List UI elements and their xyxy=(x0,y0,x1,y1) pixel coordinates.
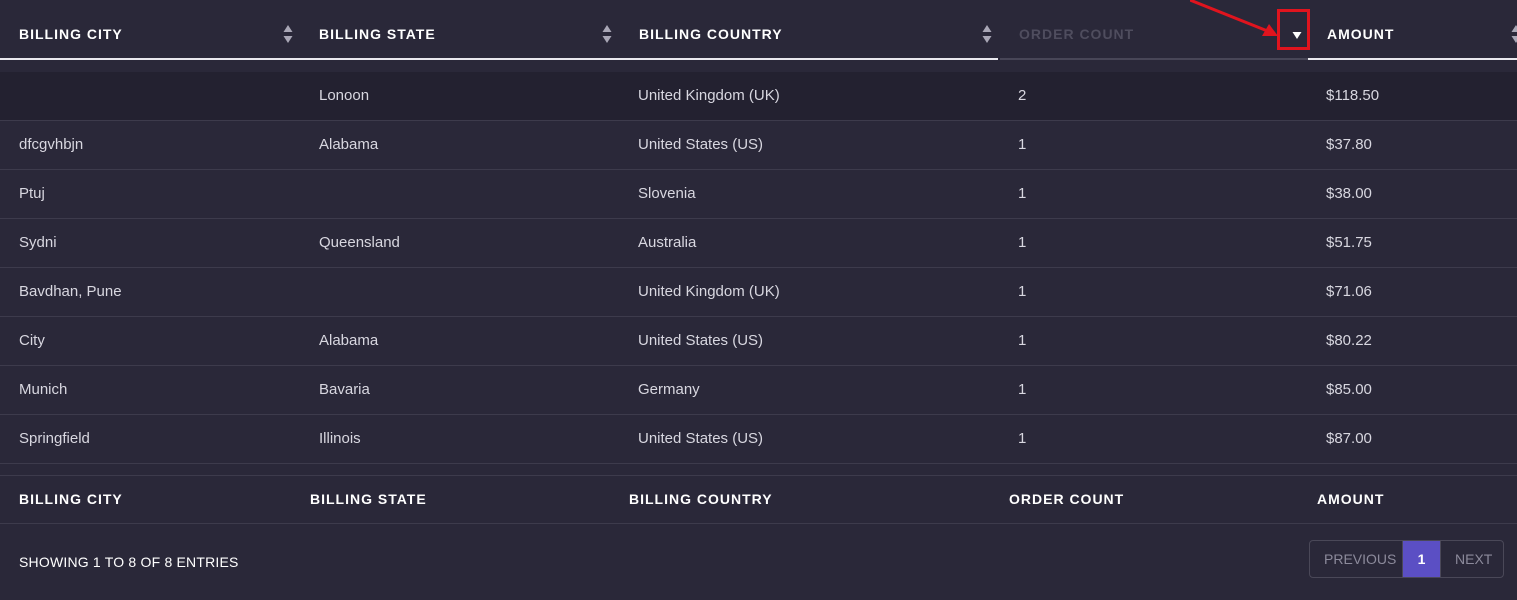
column-header-billing-state[interactable]: BILLING STATE xyxy=(300,0,620,60)
cell-amount: $38.00 xyxy=(1326,185,1372,202)
cell-order-count: 1 xyxy=(1018,136,1027,153)
cell-billing-city: Munich xyxy=(19,381,68,398)
footer-order-count: ORDER COUNT xyxy=(1009,491,1125,507)
table-row[interactable]: Munich Bavaria Germany 1 $85.00 xyxy=(0,366,1517,415)
footer-billing-city: BILLING CITY xyxy=(19,491,123,507)
cell-amount: $80.22 xyxy=(1326,332,1372,349)
table-row[interactable]: Sydni Queensland Australia 1 $51.75 xyxy=(0,219,1517,268)
header-divider xyxy=(1000,58,1308,60)
cell-billing-city: Springfield xyxy=(19,430,90,447)
sort-icon[interactable] xyxy=(602,24,612,44)
cell-billing-city: City xyxy=(19,332,45,349)
header-divider xyxy=(0,58,998,60)
cell-amount: $71.06 xyxy=(1326,283,1372,300)
table-row[interactable]: City Alabama United States (US) 1 $80.22 xyxy=(0,317,1517,366)
cell-billing-state: Alabama xyxy=(319,136,379,153)
cell-order-count: 1 xyxy=(1018,185,1027,202)
cell-billing-city: Sydni xyxy=(19,234,57,251)
column-header-billing-city[interactable]: BILLING CITY xyxy=(0,0,300,60)
cell-amount: $51.75 xyxy=(1326,234,1372,251)
next-page-button[interactable]: NEXT xyxy=(1440,541,1503,577)
annotation-highlight-box xyxy=(1277,9,1310,50)
table-footer: BILLING CITY BILLING STATE BILLING COUNT… xyxy=(0,475,1517,524)
cell-order-count: 1 xyxy=(1018,332,1027,349)
cell-billing-state: Illinois xyxy=(319,430,361,447)
table-row[interactable]: Lonoon United Kingdom (UK) 2 $118.50 xyxy=(0,72,1517,121)
cell-amount: $37.80 xyxy=(1326,136,1372,153)
cell-billing-city: Bavdhan, Pune xyxy=(19,283,122,300)
cell-billing-city: Ptuj xyxy=(19,185,45,202)
cell-billing-country: Slovenia xyxy=(638,185,696,202)
cell-billing-country: United States (US) xyxy=(638,136,764,153)
cell-amount: $85.00 xyxy=(1326,381,1372,398)
table-row[interactable]: Bavdhan, Pune United Kingdom (UK) 1 $71.… xyxy=(0,268,1517,317)
previous-page-button[interactable]: PREVIOUS xyxy=(1310,541,1403,577)
cell-order-count: 1 xyxy=(1018,430,1027,447)
pagination: PREVIOUS 1 NEXT xyxy=(1309,540,1504,578)
table-body: Lonoon United Kingdom (UK) 2 $118.50 dfc… xyxy=(0,72,1517,464)
sort-icon[interactable] xyxy=(982,24,992,44)
cell-amount: $87.00 xyxy=(1326,430,1372,447)
header-divider xyxy=(1308,58,1517,60)
sort-icon[interactable] xyxy=(1511,24,1517,44)
cell-billing-state: Bavaria xyxy=(319,381,370,398)
cell-order-count: 1 xyxy=(1018,234,1027,251)
footer-billing-state: BILLING STATE xyxy=(310,491,427,507)
entries-info: SHOWING 1 TO 8 OF 8 ENTRIES xyxy=(19,554,239,570)
cell-billing-city: dfcgvhbjn xyxy=(19,136,84,153)
cell-order-count: 2 xyxy=(1018,87,1027,104)
column-header-billing-country[interactable]: BILLING COUNTRY xyxy=(620,0,1000,60)
cell-billing-country: United States (US) xyxy=(638,332,764,349)
cell-billing-state: Queensland xyxy=(319,234,400,251)
cell-billing-country: United States (US) xyxy=(638,430,764,447)
cell-billing-country: United Kingdom (UK) xyxy=(638,283,780,300)
sort-icon[interactable] xyxy=(283,24,293,44)
cell-order-count: 1 xyxy=(1018,283,1027,300)
column-header-order-count[interactable]: ORDER COUNT xyxy=(1000,0,1308,60)
cell-billing-state: Alabama xyxy=(319,332,379,349)
cell-billing-state: Lonoon xyxy=(319,87,370,104)
page-1-button[interactable]: 1 xyxy=(1403,541,1440,577)
table-header: BILLING CITY BILLING STATE BILLING COUNT… xyxy=(0,0,1517,60)
sort-descending-icon[interactable] xyxy=(1292,30,1302,50)
footer-amount: AMOUNT xyxy=(1317,491,1385,507)
cell-billing-country: Germany xyxy=(638,381,700,398)
cell-order-count: 1 xyxy=(1018,381,1027,398)
cell-amount: $118.50 xyxy=(1326,87,1380,104)
footer-billing-country: BILLING COUNTRY xyxy=(629,491,773,507)
cell-billing-country: United Kingdom (UK) xyxy=(638,87,780,104)
table-row[interactable]: dfcgvhbjn Alabama United States (US) 1 $… xyxy=(0,121,1517,170)
cell-billing-country: Australia xyxy=(638,234,697,251)
column-header-amount[interactable]: AMOUNT xyxy=(1308,0,1517,60)
table-row[interactable]: Springfield Illinois United States (US) … xyxy=(0,415,1517,464)
red-arrow-icon xyxy=(1189,0,1285,45)
table-row[interactable]: Ptuj Slovenia 1 $38.00 xyxy=(0,170,1517,219)
